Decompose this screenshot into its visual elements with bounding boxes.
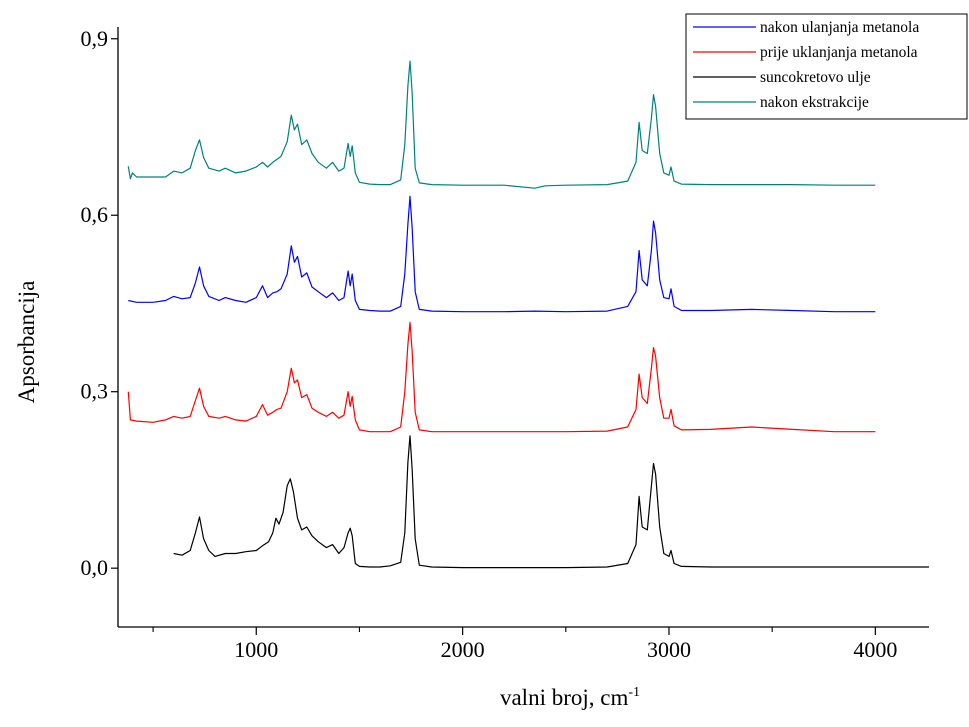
x-axis-title-superscript: -1	[628, 685, 640, 700]
legend-label: prije uklanjanja metanola	[760, 44, 918, 61]
x-axis-title-text: valni broj, cm	[500, 685, 628, 710]
y-tick-label: 0,9	[81, 26, 109, 51]
legend-label: suncokretovo ulje	[760, 69, 871, 86]
y-tick-label: 0,3	[81, 379, 109, 404]
legend-label: nakon ekstrakcije	[760, 94, 869, 111]
series-line-suncokretovo-ulje	[173, 435, 929, 569]
series-line-nakon-ulanjanja-metanola	[128, 195, 876, 313]
x-tick-label: 4000	[853, 637, 897, 662]
legend-entries: nakon ulanjanja metanola prije uklanjanja…	[693, 19, 919, 111]
x-tick-label: 2000	[441, 637, 485, 662]
x-tick-label: 3000	[647, 637, 691, 662]
x-axis-title: valni broj, cm-1	[500, 685, 640, 710]
x-tick-label: 1000	[234, 637, 278, 662]
y-tick-label: 0,0	[81, 555, 109, 580]
legend-label: nakon ulanjanja metanola	[760, 19, 919, 36]
legend: nakon ulanjanja metanola prije uklanjanja…	[685, 13, 968, 120]
series-line-nakon-ekstrakcije	[127, 60, 876, 189]
series-layer	[127, 60, 929, 569]
series-line-prije-uklanjanja-metanola	[127, 321, 876, 433]
y-tick-label: 0,6	[81, 202, 109, 227]
y-axis-ticks: 0,0 0,3 0,6 0,9	[81, 26, 118, 580]
y-axis-title: Apsorbancija	[14, 281, 39, 404]
x-axis-ticks: 1000 2000 3000 4000	[152, 627, 897, 662]
